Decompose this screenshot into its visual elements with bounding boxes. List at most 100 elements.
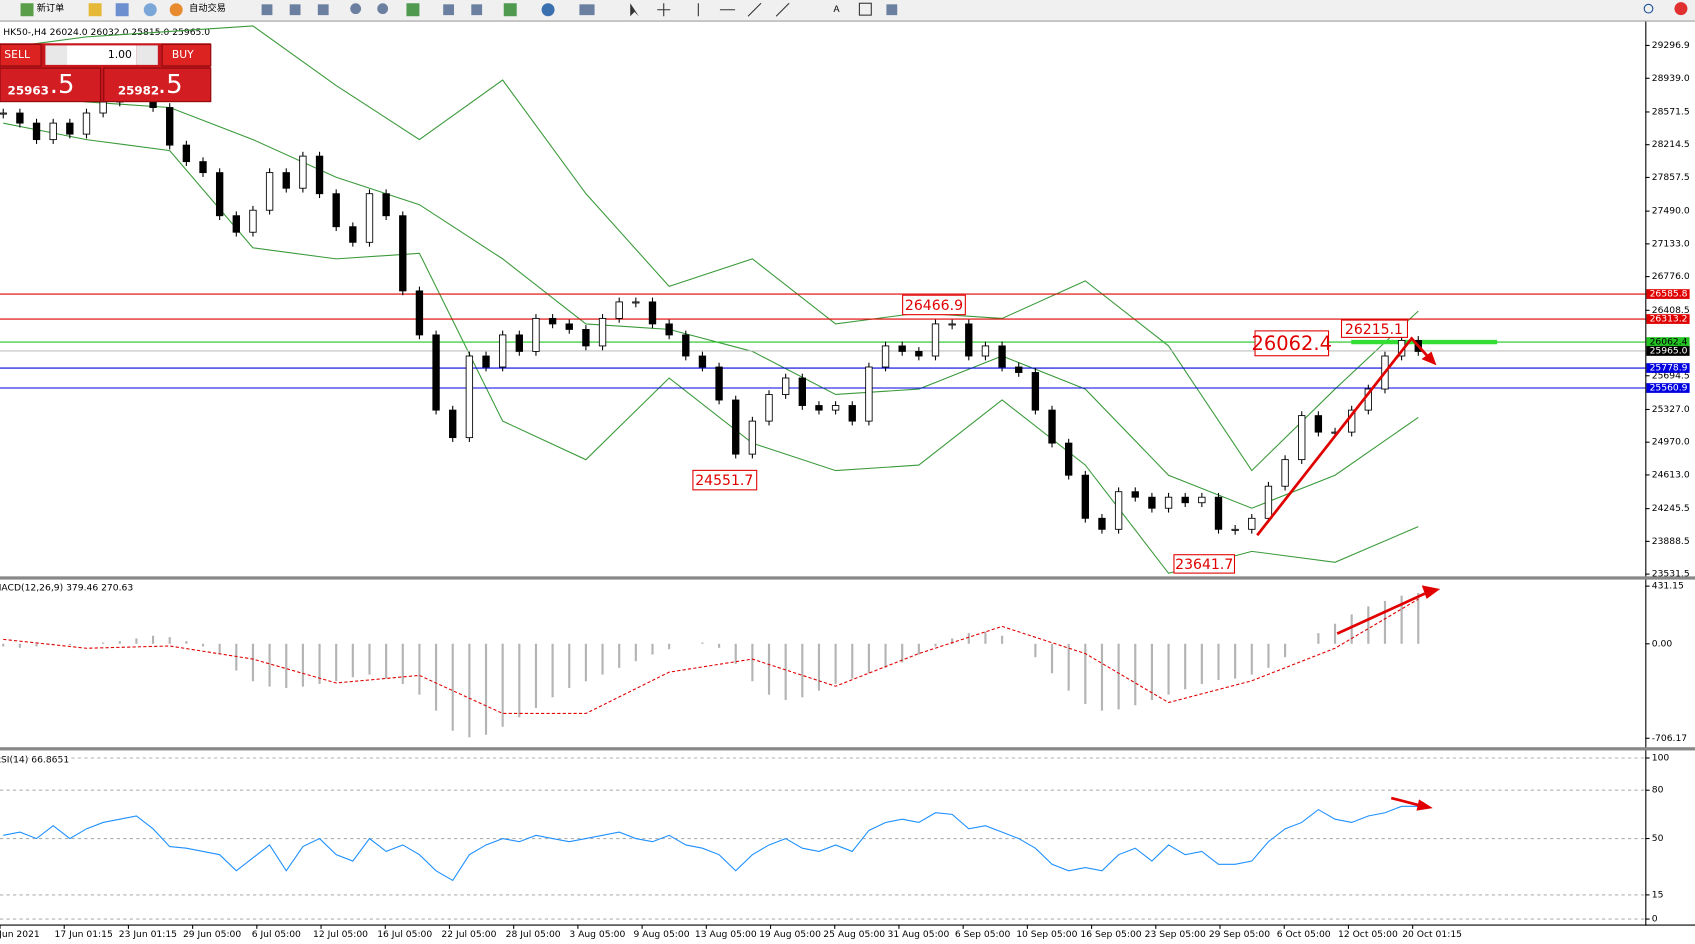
candle	[0, 112, 7, 115]
candle	[49, 122, 57, 141]
candle	[415, 290, 424, 336]
candle	[1231, 528, 1239, 531]
y-tick-label: 100	[1652, 753, 1670, 764]
candle	[798, 377, 806, 406]
candle	[548, 317, 557, 325]
candle	[215, 172, 224, 217]
candle	[682, 334, 690, 357]
y-tick-label: 29296.9	[1652, 40, 1690, 51]
rsi-line	[3, 805, 1419, 882]
annotation: 26215.1	[1345, 322, 1403, 338]
candle	[16, 112, 24, 124]
x-tick-label: 12 Oct 05:00	[1338, 929, 1398, 940]
volume-input[interactable]	[67, 45, 137, 65]
candle	[648, 301, 657, 325]
candle	[365, 193, 374, 243]
price-level-label: 26585.8	[1650, 289, 1688, 300]
candle	[1164, 496, 1173, 509]
x-tick-label: 6 Sep 05:00	[955, 929, 1011, 940]
candle	[1214, 496, 1223, 530]
toolbar-icons: A	[261, 2, 1688, 17]
x-tick-label: 16 Sep 05:00	[1080, 929, 1141, 940]
candle	[1081, 474, 1089, 519]
y-tick-label: 50	[1652, 833, 1664, 844]
bollinger-band	[3, 25, 1419, 472]
bollinger-band	[3, 90, 1419, 509]
ask-pips[interactable]: .5	[158, 70, 183, 100]
x-tick-label: 10 Sep 05:00	[1016, 929, 1077, 940]
x-tick-label: 16 Jul 05:00	[377, 929, 432, 940]
candle	[1015, 366, 1023, 373]
x-tick-label: 12 Jul 05:00	[313, 929, 368, 940]
candle	[82, 112, 91, 135]
trend-arrows	[1256, 336, 1441, 811]
auto-trading-icon[interactable]	[169, 3, 183, 17]
tool-icon[interactable]	[143, 3, 157, 17]
svg-text:A: A	[833, 4, 840, 15]
volume-value[interactable]: 1.00	[108, 48, 132, 61]
candle	[732, 399, 740, 455]
price-annotations: 26466.9 26215.1 26062.4 24551.7 23641.7	[692, 294, 1408, 574]
y-tick-label: 27857.5	[1652, 172, 1690, 183]
ask-price[interactable]: 25982	[118, 83, 159, 97]
buy-button[interactable]	[161, 43, 212, 67]
x-tick-label: 17 Jun 01:15	[55, 929, 113, 940]
candle	[715, 366, 723, 401]
candle	[32, 122, 41, 141]
sell-price-box[interactable]	[0, 67, 102, 103]
x-tick-label: 6 Jul 05:00	[252, 929, 301, 940]
candle	[399, 215, 407, 292]
y-tick-label: 23531.5	[1652, 569, 1690, 580]
x-tick-label: 29 Sep 05:00	[1209, 929, 1270, 940]
tool-icon[interactable]	[115, 3, 129, 17]
macd-label: MACD(12,26,9) 379.46 270.63	[0, 583, 133, 594]
candle	[232, 215, 240, 233]
new-order-icon[interactable]	[20, 3, 34, 17]
y-tick-label: 27133.0	[1652, 238, 1690, 249]
candle	[382, 193, 390, 217]
candle	[998, 345, 1006, 368]
bid-pips[interactable]: .5	[50, 70, 75, 100]
candle	[1248, 517, 1256, 530]
candle	[265, 172, 274, 211]
x-tick-label: 31 Aug 05:00	[887, 929, 949, 940]
candle	[332, 193, 340, 228]
new-order-button[interactable]: 新订单	[37, 2, 65, 14]
candle	[249, 209, 257, 233]
candle	[1114, 491, 1123, 530]
rsi-label: RSI(14) 66.8651	[0, 755, 69, 766]
candle	[1298, 415, 1306, 461]
candle	[881, 345, 890, 368]
candle	[482, 355, 490, 368]
candle	[349, 226, 357, 243]
y-tick-label: 0.00	[1652, 638, 1673, 649]
candle	[1064, 442, 1073, 476]
candle	[965, 323, 973, 357]
y-tick-label: 24613.0	[1652, 469, 1690, 480]
x-tick-label: 29 Jun 05:00	[183, 929, 241, 940]
price-level-label: 25965.0	[1650, 345, 1688, 356]
y-tick-label: -706.17	[1652, 733, 1688, 744]
y-tick-label: 15	[1652, 889, 1664, 900]
price-level-label: 25560.9	[1650, 383, 1688, 394]
buy-label[interactable]: BUY	[172, 48, 194, 61]
candle	[1181, 496, 1189, 504]
bid-price[interactable]: 25963	[8, 83, 49, 97]
tool-icon[interactable]	[88, 3, 102, 17]
y-tick-label: 26776.0	[1652, 271, 1690, 282]
x-tick-label: Jun 2021	[0, 929, 40, 940]
candle	[498, 334, 507, 368]
y-tick-label: 27490.0	[1652, 206, 1690, 217]
y-tick-label: 28939.0	[1652, 73, 1690, 84]
volume-down[interactable]	[45, 45, 68, 65]
volume-up[interactable]	[136, 45, 158, 65]
candle	[282, 172, 290, 189]
auto-trading-button[interactable]: 自动交易	[189, 2, 226, 14]
candle	[515, 334, 523, 352]
sell-label[interactable]: SELL	[4, 48, 30, 61]
price-level-tag	[1646, 363, 1690, 373]
x-tick-label: 22 Jul 05:00	[441, 929, 496, 940]
sell-button[interactable]	[0, 43, 42, 67]
buy-price-box[interactable]	[103, 67, 212, 103]
